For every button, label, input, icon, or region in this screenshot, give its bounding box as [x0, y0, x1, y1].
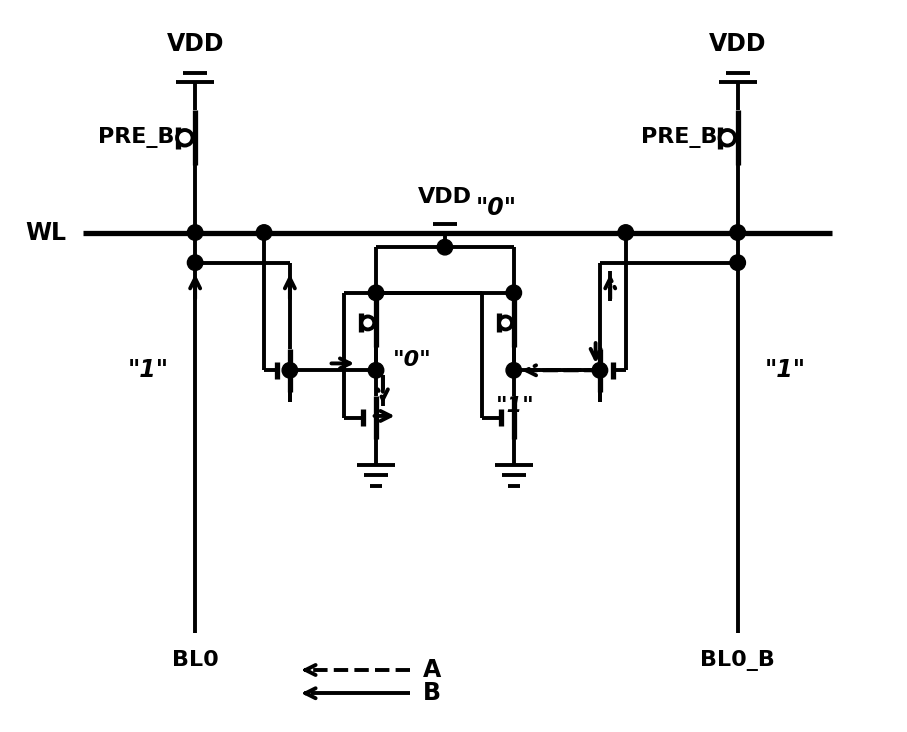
- Circle shape: [618, 225, 633, 240]
- Circle shape: [177, 130, 192, 146]
- Circle shape: [506, 362, 522, 378]
- Text: WL: WL: [25, 220, 66, 244]
- Circle shape: [282, 362, 297, 378]
- Text: VDD: VDD: [166, 32, 224, 56]
- Text: "1": "1": [496, 397, 535, 417]
- Circle shape: [499, 316, 512, 329]
- Text: PRE_B: PRE_B: [98, 127, 174, 149]
- Circle shape: [506, 285, 522, 301]
- Circle shape: [361, 316, 375, 329]
- Text: VDD: VDD: [418, 187, 472, 206]
- Circle shape: [188, 255, 203, 270]
- Circle shape: [730, 225, 746, 240]
- Text: VDD: VDD: [709, 32, 766, 56]
- Text: BL0: BL0: [171, 650, 219, 671]
- Text: A: A: [424, 658, 442, 682]
- Circle shape: [188, 225, 203, 240]
- Circle shape: [368, 362, 384, 378]
- Circle shape: [437, 239, 453, 255]
- Text: "1": "1": [127, 358, 169, 382]
- Text: "1": "1": [765, 358, 805, 382]
- Text: B: B: [424, 681, 442, 705]
- Circle shape: [257, 225, 272, 240]
- Circle shape: [368, 285, 384, 301]
- Circle shape: [730, 255, 746, 270]
- Text: PRE_B: PRE_B: [640, 127, 717, 149]
- Circle shape: [592, 362, 608, 378]
- Text: BL0_B: BL0_B: [700, 650, 775, 671]
- Circle shape: [719, 130, 735, 146]
- Text: "0": "0": [476, 196, 517, 220]
- Text: "0": "0": [393, 350, 432, 370]
